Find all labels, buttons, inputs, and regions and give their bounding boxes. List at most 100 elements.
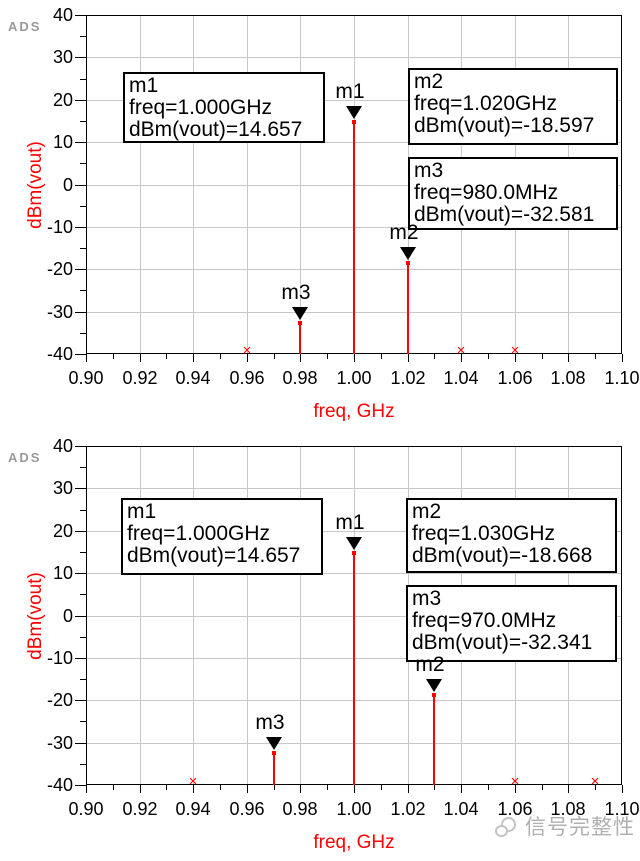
y-tick-label: -20 xyxy=(46,259,73,279)
marker-readout-box-m1[interactable]: m1 freq=1.000GHz dBm(vout)=14.657 xyxy=(123,72,325,143)
y-tick-label: -40 xyxy=(46,775,73,795)
marker-dot-m2 xyxy=(406,261,410,265)
marker-m2-triangle-icon[interactable] xyxy=(400,247,416,260)
y-tick-label: 20 xyxy=(52,521,73,541)
marker-dot-m1 xyxy=(352,551,356,555)
y-axis-minor-tick xyxy=(80,510,86,511)
y-axis-major-tick xyxy=(75,15,86,16)
marker-readout-line: dBm(vout)=-32.341 xyxy=(412,631,593,654)
y-axis-major-tick xyxy=(75,227,86,228)
y-axis-major-tick xyxy=(75,573,86,574)
y-tick-label: 40 xyxy=(52,436,73,456)
y-axis-major-tick xyxy=(75,100,86,101)
y-tick-label: 20 xyxy=(52,90,73,110)
x-axis-major-tick xyxy=(622,354,623,362)
x-axis-minor-tick xyxy=(113,785,114,790)
x-axis-major-tick xyxy=(568,785,569,793)
marker-readout-box-m1[interactable]: m1 freq=1.000GHz dBm(vout)=14.657 xyxy=(121,498,323,575)
marker-readout-box-m3[interactable]: m3 freq=980.0MHz dBm(vout)=-32.581 xyxy=(408,157,618,230)
x-axis-minor-tick xyxy=(595,354,596,359)
x-tick-label: 0.94 xyxy=(175,799,211,819)
grid-line-vertical xyxy=(193,447,194,784)
grid-line-horizontal xyxy=(87,100,621,101)
x-axis-major-tick xyxy=(408,354,409,362)
y-axis-major-tick xyxy=(75,700,86,701)
y-tick-label: -30 xyxy=(46,733,73,753)
x-axis-minor-tick xyxy=(542,785,543,790)
x-axis-major-tick xyxy=(300,354,301,362)
y-axis-minor-tick xyxy=(80,721,86,722)
marker-readout-box-m2[interactable]: m2 freq=1.030GHz dBm(vout)=-18.668 xyxy=(406,498,617,573)
y-axis-minor-tick xyxy=(80,552,86,553)
y-tick-label: 10 xyxy=(52,563,73,583)
y-tick-label: -10 xyxy=(46,648,73,668)
x-tick-label: 0.96 xyxy=(229,799,265,819)
x-axis-major-tick xyxy=(300,785,301,793)
x-axis-major-tick xyxy=(247,785,248,793)
x-axis-major-tick xyxy=(86,354,87,362)
marker-dot-m3 xyxy=(298,321,302,325)
signal-integrity-logo-icon xyxy=(495,817,519,839)
x-axis-major-tick xyxy=(193,785,194,793)
marker-readout-line: m1 xyxy=(129,74,159,97)
x-axis-minor-tick xyxy=(381,785,382,790)
y-axis-minor-tick xyxy=(80,79,86,80)
y-tick-label: -30 xyxy=(46,302,73,322)
marker-readout-box-m2[interactable]: m2 freq=1.020GHz dBm(vout)=-18.597 xyxy=(408,68,618,145)
clipped-stem-marker: × xyxy=(510,342,520,359)
y-axis-major-tick xyxy=(75,312,86,313)
x-tick-label: 1.00 xyxy=(336,799,372,819)
marker-readout-line: freq=1.030GHz xyxy=(412,522,556,545)
x-tick-label: 1.08 xyxy=(550,368,586,388)
x-axis-major-tick xyxy=(515,354,516,362)
marker-readout-box-m3[interactable]: m3 freq=970.0MHz dBm(vout)=-32.341 xyxy=(406,585,617,662)
x-tick-label: 0.90 xyxy=(68,799,104,819)
x-axis-major-tick xyxy=(515,785,516,793)
x-tick-label: 1.06 xyxy=(497,799,533,819)
y-axis-major-tick xyxy=(75,616,86,617)
y-tick-label: 0 xyxy=(62,175,73,195)
clipped-stem-marker: × xyxy=(590,773,600,790)
clipped-stem-marker: × xyxy=(188,773,198,790)
x-axis-minor-tick xyxy=(542,354,543,359)
x-axis-major-tick xyxy=(408,785,409,793)
x-axis-major-tick xyxy=(568,354,569,362)
x-axis-minor-tick xyxy=(220,354,221,359)
marker-readout-line: m3 xyxy=(414,159,444,182)
marker-dot-m3 xyxy=(272,751,276,755)
y-axis-major-tick xyxy=(75,785,86,786)
x-axis-major-tick xyxy=(354,354,355,362)
marker-m3-triangle-icon[interactable] xyxy=(292,307,308,320)
marker-m1-triangle-icon[interactable] xyxy=(346,106,362,119)
watermark: 信号完整性 xyxy=(495,816,635,840)
y-tick-label: 10 xyxy=(52,132,73,152)
y-axis-minor-tick xyxy=(80,467,86,468)
marker-m2-label: m2 xyxy=(415,653,445,676)
clipped-stem-marker: × xyxy=(456,342,466,359)
marker-m1-label: m1 xyxy=(335,511,365,534)
x-tick-label: 0.92 xyxy=(122,368,158,388)
y-axis-title: dBm(vout) xyxy=(25,572,46,660)
x-tick-label: 1.02 xyxy=(390,368,426,388)
marker-m1-triangle-icon[interactable] xyxy=(346,537,362,550)
y-axis-minor-tick xyxy=(80,163,86,164)
y-axis-major-tick xyxy=(75,531,86,532)
x-axis-major-tick xyxy=(86,785,87,793)
y-axis-major-tick xyxy=(75,142,86,143)
marker-m2-triangle-icon[interactable] xyxy=(426,679,442,692)
clipped-stem-marker: × xyxy=(242,342,252,359)
ads-logo: ADS xyxy=(8,450,42,465)
x-axis-title: freq, GHz xyxy=(313,401,395,422)
y-axis-major-tick xyxy=(75,658,86,659)
spectral-stem-m2 xyxy=(407,263,409,354)
spectral-stem-m3 xyxy=(299,323,301,354)
x-axis-major-tick xyxy=(622,785,623,793)
grid-line-vertical xyxy=(300,447,301,784)
marker-m3-triangle-icon[interactable] xyxy=(266,737,282,750)
x-axis-major-tick xyxy=(140,354,141,362)
clipped-stem-marker: × xyxy=(510,773,520,790)
marker-readout-line: freq=980.0MHz xyxy=(414,181,559,204)
y-axis-minor-tick xyxy=(80,637,86,638)
marker-readout-line: dBm(vout)=-18.597 xyxy=(414,114,595,137)
